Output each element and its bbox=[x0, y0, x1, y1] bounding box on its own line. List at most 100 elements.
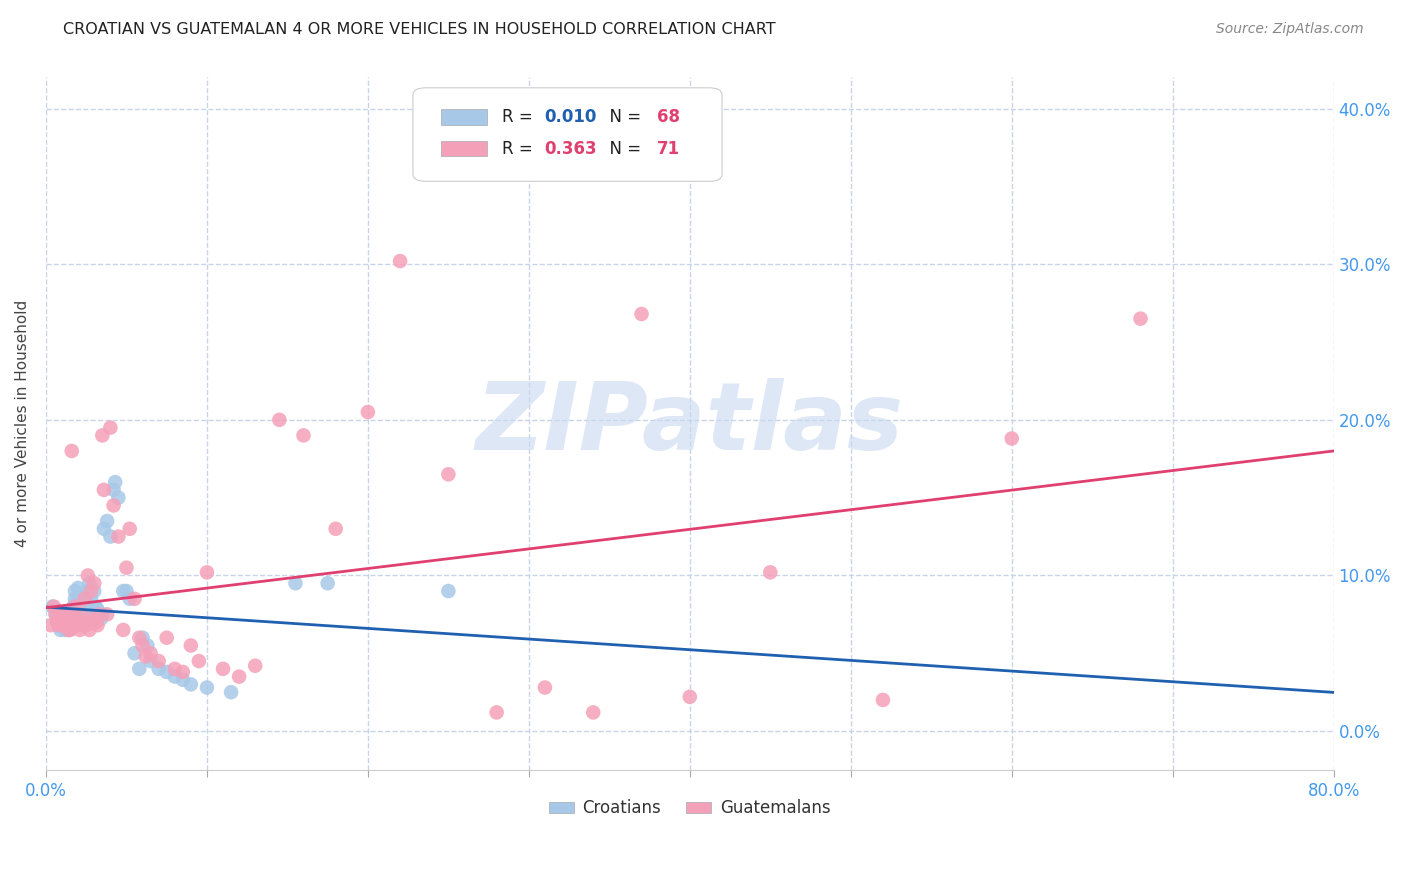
Point bbox=[75, 599, 97, 614]
Point bbox=[39, 618, 62, 632]
Legend: Croatians, Guatemalans: Croatians, Guatemalans bbox=[543, 793, 837, 824]
Point bbox=[534, 681, 557, 695]
Point bbox=[46, 615, 69, 629]
Point bbox=[139, 654, 162, 668]
Point bbox=[245, 658, 267, 673]
Point bbox=[118, 522, 141, 536]
Point bbox=[60, 444, 83, 458]
Point bbox=[90, 612, 112, 626]
Point bbox=[128, 662, 150, 676]
Point bbox=[63, 615, 86, 629]
Point bbox=[53, 612, 76, 626]
Point bbox=[103, 483, 125, 497]
Point bbox=[83, 584, 105, 599]
Point bbox=[103, 499, 125, 513]
Point bbox=[437, 467, 460, 482]
Point bbox=[269, 413, 291, 427]
Point bbox=[49, 623, 72, 637]
Point bbox=[75, 591, 97, 606]
Point bbox=[112, 584, 135, 599]
Point bbox=[59, 607, 82, 622]
Point bbox=[148, 662, 170, 676]
Point bbox=[58, 618, 80, 632]
Text: ZIPatlas: ZIPatlas bbox=[475, 377, 904, 470]
Point bbox=[45, 607, 67, 622]
Point bbox=[42, 599, 65, 614]
Point bbox=[60, 612, 83, 626]
Point bbox=[284, 576, 307, 591]
Point bbox=[67, 618, 90, 632]
Text: N =: N = bbox=[599, 108, 645, 126]
Text: 71: 71 bbox=[657, 140, 679, 158]
Point bbox=[83, 576, 105, 591]
Point bbox=[70, 615, 93, 629]
Text: R =: R = bbox=[502, 140, 538, 158]
Point bbox=[872, 693, 894, 707]
Point bbox=[112, 623, 135, 637]
Point bbox=[582, 706, 605, 720]
Point bbox=[56, 615, 79, 629]
Point bbox=[93, 522, 115, 536]
Point bbox=[73, 591, 96, 606]
Point bbox=[679, 690, 702, 704]
Point bbox=[139, 646, 162, 660]
Point bbox=[49, 612, 72, 626]
Point bbox=[67, 591, 90, 606]
Point bbox=[56, 607, 79, 622]
Point bbox=[163, 670, 186, 684]
Point bbox=[63, 599, 86, 614]
Point bbox=[79, 623, 101, 637]
Point bbox=[67, 581, 90, 595]
Point bbox=[87, 607, 110, 622]
Text: 0.363: 0.363 bbox=[544, 140, 598, 158]
Point bbox=[69, 599, 91, 614]
Point bbox=[65, 607, 87, 622]
Point bbox=[58, 623, 80, 637]
Point bbox=[148, 654, 170, 668]
FancyBboxPatch shape bbox=[441, 141, 486, 156]
Point bbox=[65, 603, 87, 617]
Point bbox=[75, 618, 97, 632]
Point bbox=[93, 483, 115, 497]
Point bbox=[63, 599, 86, 614]
Text: 68: 68 bbox=[657, 108, 679, 126]
Point bbox=[91, 607, 114, 622]
Point bbox=[115, 560, 138, 574]
Point bbox=[84, 599, 107, 614]
Point bbox=[51, 607, 73, 622]
Text: CROATIAN VS GUATEMALAN 4 OR MORE VEHICLES IN HOUSEHOLD CORRELATION CHART: CROATIAN VS GUATEMALAN 4 OR MORE VEHICLE… bbox=[63, 22, 776, 37]
Point bbox=[51, 607, 73, 622]
Point bbox=[316, 576, 339, 591]
Point bbox=[136, 639, 159, 653]
Point bbox=[156, 631, 179, 645]
Point bbox=[1001, 432, 1024, 446]
Point bbox=[72, 618, 94, 632]
Point bbox=[48, 618, 70, 632]
Point bbox=[53, 615, 76, 629]
Point bbox=[172, 665, 194, 679]
Point bbox=[325, 522, 347, 536]
Text: N =: N = bbox=[599, 140, 645, 158]
Point bbox=[82, 612, 104, 626]
Point bbox=[48, 618, 70, 632]
Point bbox=[131, 639, 153, 653]
FancyBboxPatch shape bbox=[413, 87, 723, 181]
Point bbox=[1129, 311, 1152, 326]
Point bbox=[73, 607, 96, 622]
Point bbox=[51, 615, 73, 629]
Point bbox=[107, 530, 129, 544]
Point bbox=[63, 591, 86, 606]
Point bbox=[437, 584, 460, 599]
Point bbox=[228, 670, 250, 684]
Point bbox=[79, 576, 101, 591]
Point bbox=[156, 665, 179, 679]
Point bbox=[292, 428, 315, 442]
Point bbox=[76, 584, 98, 599]
Point bbox=[128, 631, 150, 645]
Point bbox=[59, 618, 82, 632]
Point bbox=[91, 428, 114, 442]
Point bbox=[76, 568, 98, 582]
Point bbox=[53, 623, 76, 637]
Point bbox=[86, 618, 108, 632]
Point bbox=[69, 623, 91, 637]
